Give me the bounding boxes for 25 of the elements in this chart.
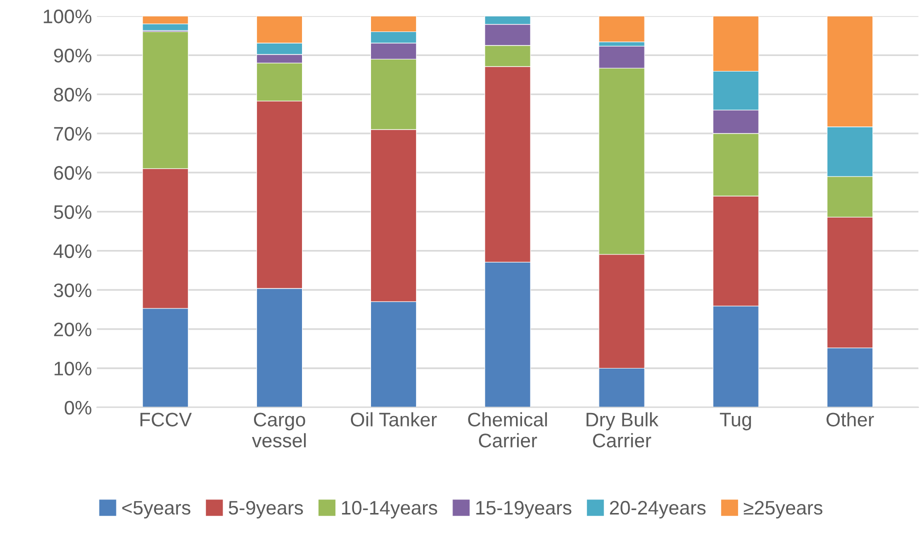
legend-label: 15-19years <box>476 500 572 518</box>
x-tick-label: Dry Bulk Carrier <box>586 412 659 448</box>
x-tick-label: FCCV <box>140 412 192 427</box>
x-tick-label: Tug <box>720 412 751 430</box>
legend-label: <5years <box>122 501 190 518</box>
y-tick-label: 60% <box>54 166 92 180</box>
y-tick-label: 70% <box>54 126 92 141</box>
legend-label: 20-24years <box>610 500 706 518</box>
x-tick-label: Other <box>826 412 874 427</box>
y-tick-label: 90% <box>54 48 92 62</box>
legend-label: ≥25years <box>744 500 822 518</box>
y-tick-label: 10% <box>54 362 92 376</box>
y-tick-label: 20% <box>54 322 92 336</box>
legend-label: 5-9years <box>228 500 303 518</box>
x-tick-label: Chemical Carrier <box>468 412 547 448</box>
y-tick-label: 100% <box>44 10 92 24</box>
x-tick-label: Oil Tanker <box>350 412 437 427</box>
x-tick-label: Cargo vessel <box>252 412 306 448</box>
y-tick-label: 0% <box>64 400 92 415</box>
y-tick-label: 50% <box>54 205 92 219</box>
legend-label: 10-14years <box>342 500 438 518</box>
y-tick-label: 80% <box>54 88 92 102</box>
y-tick-label: 40% <box>54 244 92 258</box>
bar <box>598 16 645 42</box>
y-tick-label: 30% <box>54 283 92 298</box>
